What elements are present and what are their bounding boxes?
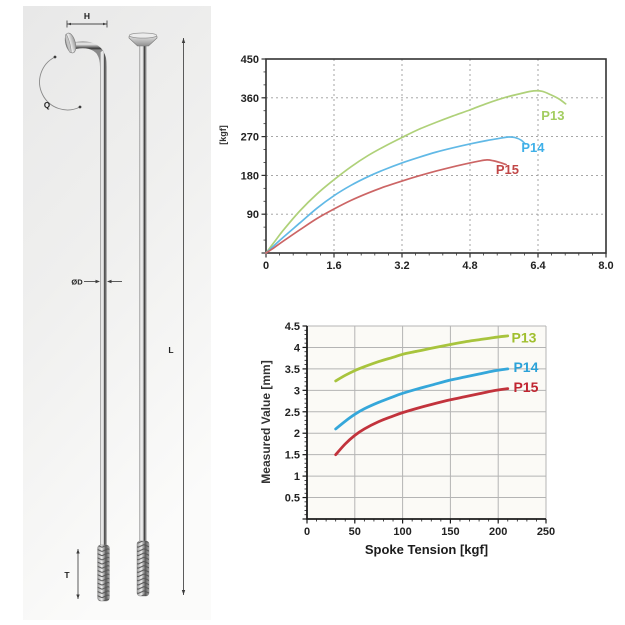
x-tick-label: 1.6 [326,260,341,272]
minor-ticks [263,58,607,256]
series-label-P13: P13 [541,108,564,123]
plot-frame [265,58,607,254]
series-label-P15: P15 [513,379,538,395]
line-P13 [334,334,510,383]
line-P14 [334,367,510,431]
diagram-background [23,6,211,620]
x-tick-label: 250 [537,526,555,538]
spoke-threads-right [136,540,150,597]
series-label-P13: P13 [512,329,537,345]
y-axis-title: [kgf] [218,125,228,145]
y-tick-label: 2 [294,428,300,440]
y-tick-label: 4.5 [285,321,300,333]
series-label-P14: P14 [513,359,538,375]
y-tick-label: 270 [241,132,259,144]
x-tick-label: 50 [349,526,361,538]
x-tick-label: 6.4 [530,260,546,272]
x-tick-label: 3.2 [394,260,409,272]
spoke-threads-left [97,544,110,602]
spoke-head-straight [128,32,158,47]
measured-value-vs-tension-chart: 0 50 100 150 200 250 0.5 1 1.5 2 2.5 3 3.5 4 4.5 Measur… [259,321,555,557]
gridlines [307,325,547,519]
y-tick-label: 4 [294,342,301,354]
axes [306,326,546,520]
major-ticks [261,58,607,258]
tension-vs-elongation-chart: 0 1.6 3.2 4.8 6.4 8.0 90 180 270 360 450 [kgf] P13 P1… [218,54,614,272]
label-diameter: ØD [71,278,83,287]
y-tick-label: 0.5 [285,493,300,505]
label-thread-length: T [64,570,70,580]
x-tick-label: 8.0 [598,260,613,272]
y-tick-label: 90 [247,209,259,221]
y-tick-label: 3.5 [285,364,300,376]
label-bend-angle: Q [44,101,50,110]
line-P15 [265,159,507,254]
y-tick-label: 450 [241,54,259,66]
x-tick-label: 100 [393,526,411,538]
label-length: L [168,345,173,355]
y-tick-label: 1 [294,471,300,483]
y-tick-label: 2.5 [285,407,300,419]
x-tick-label: 200 [489,526,507,538]
line-P14 [265,136,527,254]
x-tick-label: 4.8 [462,260,477,272]
dimension-lines [39,20,184,599]
spoke-jbend [64,32,110,602]
label-head-width: H [84,11,90,21]
plot-area [307,326,546,519]
y-tick-label: 3 [294,385,300,397]
dimension-arrowheads [53,22,186,599]
series-label-P14: P14 [521,140,545,155]
y-tick-label: 1.5 [285,450,300,462]
gridlines [266,59,606,253]
spoke-diagram: H Q ØD L T [23,6,211,620]
x-axis-title: Spoke Tension [kgf] [365,542,488,557]
series-label-P15: P15 [496,162,519,177]
line-P15 [334,387,510,457]
line-P13 [265,89,567,254]
x-tick-label: 150 [441,526,459,538]
x-tick-label: 0 [304,526,310,538]
spoke-head-jbend [64,32,77,54]
dimension-labels: H Q ØD L T [44,11,174,580]
y-axis-title: Measured Value [mm] [259,360,273,483]
spoke-straight [128,32,158,597]
x-tick-label: 0 [263,260,269,272]
y-tick-label: 180 [241,170,259,182]
y-tick-label: 360 [241,93,259,105]
